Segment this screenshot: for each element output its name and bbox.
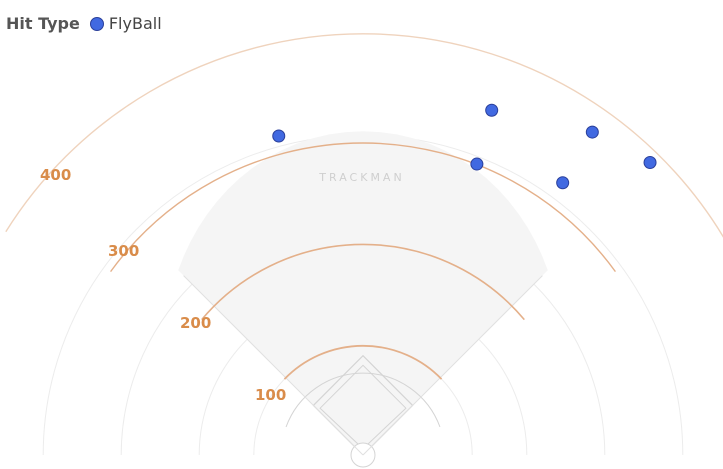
- left-foul-line: [183, 275, 364, 456]
- distance-label-200: 200: [180, 314, 211, 332]
- watermark: TRACKMAN: [318, 171, 404, 184]
- data-points: [272, 103, 657, 190]
- legend-marker-flyball: [89, 16, 104, 31]
- distance-label-100: 100: [255, 386, 286, 404]
- data-point-flyball-3: [585, 125, 599, 139]
- distance-arc-4: [5, 33, 723, 238]
- data-point-flyball-0: [272, 129, 286, 143]
- data-point-flyball-5: [643, 156, 657, 169]
- legend-title: Hit Type: [6, 14, 80, 33]
- distance-label-300: 300: [108, 242, 139, 260]
- distance-arc-1: [283, 344, 443, 380]
- distance-labels: 100 200 300 400 TRACKMAN: [40, 166, 404, 404]
- data-point-flyball-1: [485, 103, 499, 117]
- right-foul-line: [362, 275, 543, 456]
- data-point-flyball-2: [470, 157, 484, 171]
- fair-territory: [178, 131, 548, 456]
- distance-arc-2: [201, 243, 525, 321]
- infield-inner: [319, 364, 407, 450]
- distance-label-400: 400: [40, 166, 71, 184]
- legend: Hit Type FlyBall: [6, 14, 162, 33]
- infield-ring: [285, 372, 441, 428]
- data-point-flyball-4: [556, 176, 570, 190]
- legend-label-flyball: FlyBall: [108, 14, 162, 33]
- distance-arc-3: [110, 142, 616, 273]
- field-layer: [5, 33, 723, 468]
